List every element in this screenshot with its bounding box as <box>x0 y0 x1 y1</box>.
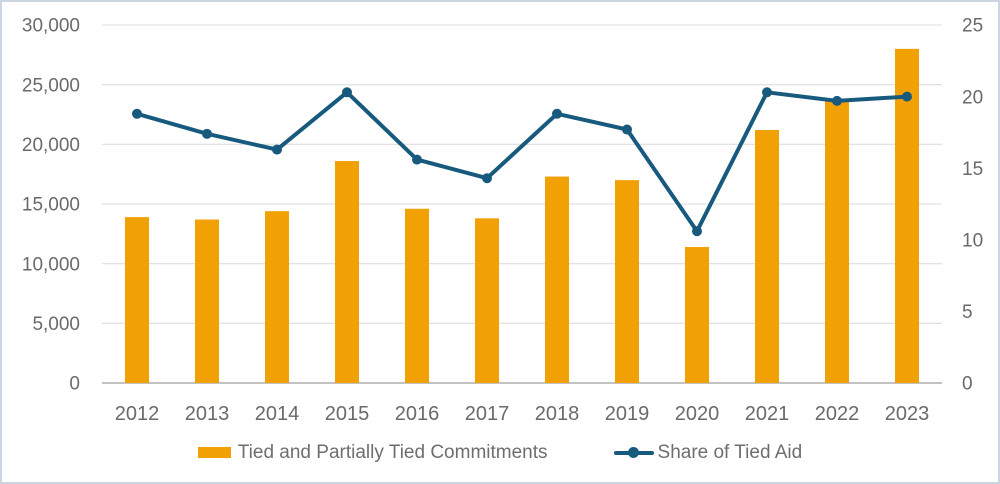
y-axis-left-tick-label: 0 <box>69 374 80 395</box>
legend-label-share: Share of Tied Aid <box>657 442 803 463</box>
x-axis-label-2018: 2018 <box>535 403 580 425</box>
bar-2017 <box>475 218 499 383</box>
x-axis-label-2015: 2015 <box>325 403 370 425</box>
y-axis-right-tick-label: 15 <box>962 159 983 180</box>
x-axis-label-2022: 2022 <box>815 403 860 425</box>
bar-2020 <box>685 246 709 383</box>
legend: Tied and Partially Tied Commitments Shar… <box>2 443 998 462</box>
x-axis-label-2019: 2019 <box>605 403 650 425</box>
bar-2023 <box>895 48 919 383</box>
y-axis-right-tick-label: 25 <box>962 16 983 37</box>
bar-legend-swatch-icon <box>197 447 231 458</box>
x-axis-label-2016: 2016 <box>395 403 440 425</box>
bar-2012 <box>125 217 149 383</box>
line-dot-2023 <box>902 91 912 102</box>
line-dot-2022 <box>832 95 842 106</box>
x-axis-label-2014: 2014 <box>255 403 300 425</box>
line-dot-2016 <box>412 154 422 165</box>
y-axis-left-tick-label: 30,000 <box>22 16 80 37</box>
y-axis-left-tick-label: 10,000 <box>22 254 80 275</box>
bar-2015 <box>335 161 359 383</box>
line-legend-marker-icon <box>613 447 654 458</box>
legend-item-commitments: Tied and Partially Tied Commitments <box>197 442 548 463</box>
line-dot-2017 <box>482 173 492 184</box>
combo-chart: 0 5,000 10,000 15,000 20,000 25,000 30,000 0 5 10… <box>22 16 983 425</box>
legend-item-share: Share of Tied Aid <box>613 442 803 463</box>
line-dot-2020 <box>692 226 702 237</box>
bar-2018 <box>545 176 569 383</box>
x-axis-label-2021: 2021 <box>745 403 790 425</box>
x-axis-label-2020: 2020 <box>675 403 720 425</box>
x-axis-label-2017: 2017 <box>465 403 510 425</box>
bar-2016 <box>405 208 429 383</box>
y-axis-left-tick-label: 20,000 <box>22 135 80 156</box>
bar-2021 <box>755 130 779 383</box>
y-axis-right-tick-label: 0 <box>962 374 973 395</box>
line-dot-2012 <box>132 108 142 119</box>
y-axis-right-tick-label: 10 <box>962 230 983 251</box>
y-axis-right-tick-label: 20 <box>962 87 983 108</box>
line-dot-2018 <box>552 108 562 119</box>
bar-2019 <box>615 180 639 383</box>
bar-2014 <box>265 211 289 383</box>
line-legend-dot <box>627 447 639 458</box>
x-axis-label-2013: 2013 <box>185 403 230 425</box>
line-dot-2015 <box>342 87 352 98</box>
line-dot-2019 <box>622 124 632 135</box>
y-axis-right-tick-label: 5 <box>962 302 973 323</box>
line-dot-2013 <box>202 128 212 139</box>
x-axis-label-2012: 2012 <box>115 403 160 425</box>
line-dot-2014 <box>272 144 282 155</box>
bar-2013 <box>195 219 219 383</box>
bar-2022 <box>825 101 849 383</box>
line-dot-2021 <box>762 87 772 98</box>
y-axis-left-tick-label: 15,000 <box>22 195 80 216</box>
share-line-path <box>135 90 909 234</box>
legend-label-commitments: Tied and Partially Tied Commitments <box>237 442 548 463</box>
y-axis-left-tick-label: 5,000 <box>32 314 80 335</box>
y-axis-left-tick-label: 25,000 <box>22 75 80 96</box>
x-axis-label-2023: 2023 <box>885 403 930 425</box>
